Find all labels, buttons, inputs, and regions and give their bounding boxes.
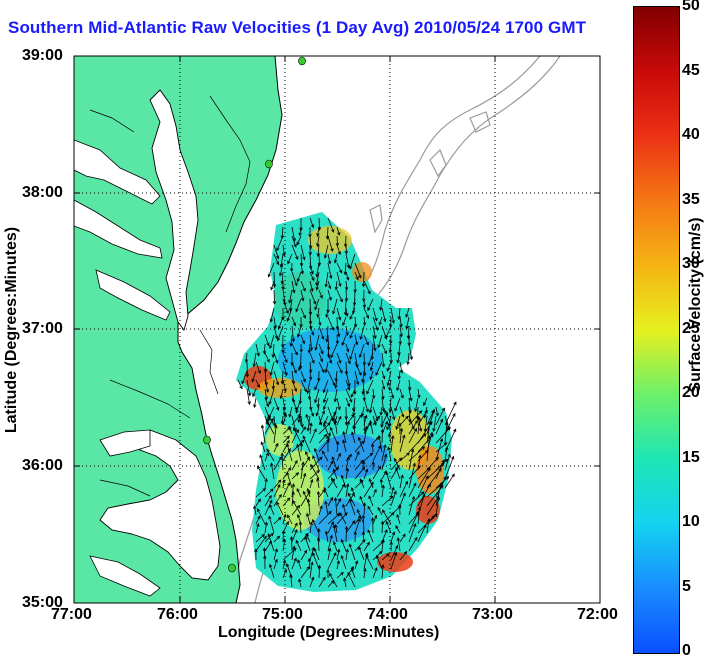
x-tick-label: 72:00 — [577, 606, 618, 624]
y-tick-label: 36:00 — [22, 457, 63, 475]
y-tick-label: 39:00 — [22, 47, 63, 65]
colorbar — [633, 6, 680, 654]
x-axis-label: Longitude (Degrees:Minutes) — [218, 624, 439, 642]
x-tick-label: 74:00 — [367, 606, 408, 624]
x-tick-label: 77:00 — [51, 606, 92, 624]
x-tick-label: 75:00 — [262, 606, 303, 624]
colorbar-tick: 5 — [682, 578, 691, 596]
colorbar-tick: 40 — [682, 126, 700, 144]
colorbar-label: Surface Velocity (cm/s) — [687, 175, 705, 435]
colorbar-tick: 45 — [682, 62, 700, 80]
colorbar-tick: 50 — [682, 0, 700, 15]
x-tick-label: 73:00 — [472, 606, 513, 624]
x-tick-label: 76:00 — [157, 606, 198, 624]
y-tick-label: 37:00 — [22, 320, 63, 338]
colorbar-tick: 10 — [682, 513, 700, 531]
colorbar-tick: 15 — [682, 449, 700, 467]
plot-title: Southern Mid-Atlantic Raw Velocities (1 … — [8, 18, 586, 38]
colorbar-tick: 0 — [682, 642, 691, 660]
y-tick-label: 38:00 — [22, 184, 63, 202]
y-axis-label: Latitude (Degrees:Minutes) — [3, 200, 21, 460]
